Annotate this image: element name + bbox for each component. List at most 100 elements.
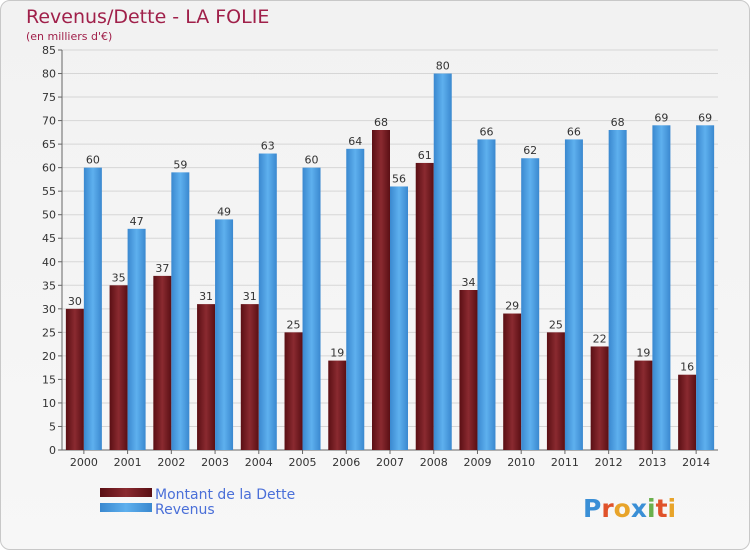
x-tick-label: 2000 [70,456,98,469]
x-tick-label: 2003 [201,456,229,469]
y-tick-label: 35 [42,279,56,292]
x-tick-label: 2006 [332,456,360,469]
x-tick-label: 2014 [682,456,710,469]
bar-debt [415,162,434,451]
bar-debt [153,275,172,450]
data-label-debt: 30 [68,295,82,308]
x-tick-label: 2001 [114,456,142,469]
bar-debt [546,332,565,450]
data-label-revenue: 62 [523,144,537,157]
bar-debt [459,290,478,450]
x-tick-label: 2012 [595,456,623,469]
x-tick-label: 2002 [157,456,185,469]
bar-revenue [83,167,102,450]
x-tick-label: 2010 [507,456,535,469]
bar-debt [590,346,609,450]
y-tick-label: 60 [42,162,56,175]
data-label-revenue: 59 [173,158,187,171]
bar-revenue [390,186,408,450]
data-label-revenue: 56 [392,172,406,185]
bar-debt [634,360,653,450]
data-label-debt: 19 [330,347,344,360]
bar-debt [197,304,216,450]
bar-debt [328,360,347,450]
data-label-debt: 22 [593,332,607,345]
x-tick-label: 2004 [245,456,273,469]
bar-debt [240,304,259,450]
y-tick-label: 50 [42,209,56,222]
data-label-revenue: 60 [86,154,100,167]
logo-letter: x [631,494,647,523]
data-label-debt: 68 [374,116,388,129]
proxiti-logo: Proxiti [583,494,676,523]
bar-revenue [127,228,146,450]
data-label-debt: 31 [199,290,213,303]
bar-revenue [477,139,496,451]
y-axis-ticks: 0 5 10 15 20 25 30 35 40 45 50 55 60 65 70 75 80 85 [42,44,56,457]
y-tick-label: 25 [42,326,56,339]
y-tick-label: 80 [42,68,56,81]
y-tick-label: 75 [42,91,56,104]
logo-letter: t [656,494,668,523]
x-tick-label: 2009 [463,456,491,469]
data-label-revenue: 68 [611,116,625,129]
y-tick-label: 0 [49,444,56,457]
data-label-debt: 29 [505,300,519,313]
data-label-revenue: 69 [654,111,668,124]
bar-revenue [346,148,365,450]
data-label-revenue: 49 [217,205,231,218]
y-tick-label: 85 [42,44,56,57]
logo-letter: i [668,494,677,523]
data-label-debt: 25 [287,318,301,331]
legend-label-debt: Montant de la Dette [155,487,295,503]
data-label-debt: 35 [112,271,126,284]
y-tick-label: 45 [42,232,56,245]
y-tick-label: 65 [42,138,56,151]
data-label-revenue: 47 [130,215,144,228]
y-tick-label: 10 [42,397,56,410]
data-label-revenue: 66 [567,125,581,138]
bar-revenue [171,172,190,450]
data-label-revenue: 64 [348,135,362,148]
legend: Montant de la Dette Revenus [100,487,295,518]
bar-revenue [652,125,671,450]
bar-revenue [564,139,583,451]
y-tick-label: 15 [42,373,56,386]
x-axis-ticks: 2000 2001 2002 2003 2004 2005 2006 2007 2008 2009… [70,450,710,469]
bars: 30 60 35 47 37 59 31 49 31 63 25 60 19 64 68 56 61 80 34 66… [65,60,715,451]
logo-letter: r [601,494,614,523]
logo-letter: P [583,494,601,523]
y-tick-label: 55 [42,185,56,198]
data-label-debt: 16 [680,361,694,374]
legend-swatch-revenue [100,503,152,512]
x-tick-label: 2008 [420,456,448,469]
bar-revenue [521,158,540,450]
bar-revenue [215,219,234,450]
bar-revenue [608,130,627,450]
bar-revenue [433,73,452,450]
data-label-debt: 31 [243,290,257,303]
chart-subtitle: (en milliers d'€) [26,30,112,43]
chart-title: Revenus/Dette - LA FOLIE [26,6,269,28]
bar-debt [372,130,390,450]
logo-letter: i [647,494,656,523]
data-label-revenue: 80 [436,60,450,73]
data-label-revenue: 60 [305,154,319,167]
y-tick-label: 5 [49,420,56,433]
bar-revenue [696,125,715,450]
logo-letter: o [614,494,631,523]
bar-debt [503,313,522,450]
data-label-debt: 19 [636,347,650,360]
data-label-debt: 61 [418,149,432,162]
y-tick-label: 30 [42,303,56,316]
y-tick-label: 70 [42,115,56,128]
data-label-debt: 34 [461,276,475,289]
data-label-debt: 25 [549,318,563,331]
y-tick-label: 20 [42,350,56,363]
y-tick-label: 40 [42,256,56,269]
bar-debt [284,332,303,450]
data-label-revenue: 69 [698,111,712,124]
bar-revenue [258,153,277,450]
data-label-debt: 37 [155,262,169,275]
